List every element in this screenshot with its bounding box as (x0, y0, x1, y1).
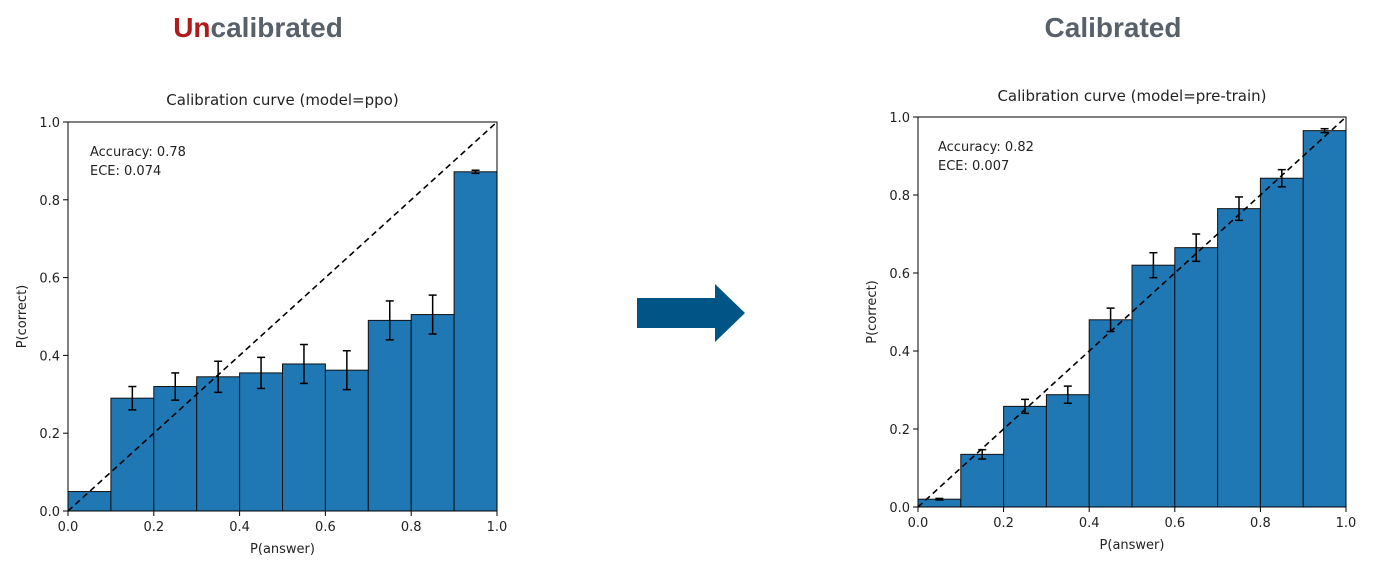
bar (282, 363, 326, 512)
arrow (637, 284, 745, 342)
bar (1131, 264, 1176, 508)
bar (410, 314, 455, 512)
x-tick-label: 1.0 (1336, 516, 1357, 531)
error-bar (299, 343, 308, 385)
error-bar (978, 448, 987, 460)
y-tick-label: 0.2 (889, 423, 910, 438)
y-tick-label: 1.0 (889, 111, 910, 126)
bar (367, 319, 412, 512)
error-bar (1192, 233, 1201, 263)
error-bar (1320, 127, 1329, 134)
error-bar (342, 349, 351, 391)
bar (453, 171, 498, 512)
error-bar (171, 372, 180, 401)
reference-diagonal (67, 121, 498, 512)
x-tick-label: 0.6 (1164, 516, 1185, 531)
x-axis-label: P(answer) (250, 542, 315, 557)
bar (324, 369, 369, 512)
y-tick-label: 0.4 (39, 349, 60, 364)
y-tick-label: 0.8 (39, 194, 60, 209)
x-tick-label: 0.2 (143, 520, 164, 535)
reference-diagonal (917, 116, 1347, 508)
y-axis-label: P(correct) (865, 280, 880, 344)
error-bar (1277, 168, 1286, 188)
bar (1217, 208, 1261, 508)
x-tick-label: 0.4 (229, 520, 250, 535)
left-heading: Uncalibrated (173, 12, 343, 43)
y-tick-label: 0.0 (39, 505, 60, 520)
y-tick-label: 0.2 (39, 427, 60, 442)
error-bar (214, 360, 223, 394)
plot-frame (67, 121, 498, 512)
y-tick-label: 1.0 (39, 116, 60, 131)
annotation: Accuracy: 0.82 (938, 140, 1034, 155)
error-bar (257, 356, 266, 390)
error-bar (1235, 196, 1243, 222)
x-tick-label: 0.0 (908, 516, 929, 531)
x-tick-label: 0.0 (58, 520, 79, 535)
bar (1045, 394, 1090, 508)
bar (1259, 177, 1304, 508)
heading-rest: calibrated (211, 12, 343, 43)
error-bar (1063, 385, 1072, 405)
chart-title: Calibration curve (model=ppo) (166, 91, 398, 109)
x-axis-label: P(answer) (1100, 538, 1165, 553)
y-tick-label: 0.6 (889, 267, 910, 282)
y-tick-label: 0.8 (889, 189, 910, 204)
x-tick-label: 1.0 (487, 520, 508, 535)
right-heading: Calibrated (1045, 12, 1182, 43)
heading-highlight: Un (173, 12, 210, 43)
error-bar (1149, 251, 1158, 279)
chart-title: Calibration curve (model=pre-train) (997, 87, 1266, 105)
plot-frame (917, 116, 1347, 508)
annotation: ECE: 0.074 (90, 164, 161, 179)
x-tick-label: 0.4 (1079, 516, 1100, 531)
bar (1302, 130, 1347, 508)
error-bar (385, 300, 394, 341)
bar (239, 372, 284, 512)
error-bar (428, 294, 437, 335)
annotation: Accuracy: 0.78 (90, 145, 186, 160)
x-tick-label: 0.8 (1250, 516, 1271, 531)
bar (1088, 319, 1133, 508)
x-tick-label: 0.8 (401, 520, 422, 535)
bar (1174, 247, 1219, 508)
error-bar (128, 385, 137, 411)
bar (153, 386, 198, 512)
bar (960, 453, 1005, 508)
x-tick-label: 0.2 (993, 516, 1014, 531)
bar (196, 376, 241, 512)
bar (1003, 405, 1047, 508)
y-axis-label: P(correct) (15, 285, 30, 349)
bar (67, 491, 112, 512)
y-tick-label: 0.6 (39, 272, 60, 287)
annotation: ECE: 0.007 (938, 159, 1009, 174)
bar (110, 397, 155, 512)
error-bar (935, 497, 944, 501)
error-bar (471, 169, 480, 175)
x-tick-label: 0.6 (315, 520, 336, 535)
error-bar (1021, 398, 1029, 415)
y-tick-label: 0.4 (889, 345, 910, 360)
y-tick-label: 0.0 (889, 501, 910, 516)
